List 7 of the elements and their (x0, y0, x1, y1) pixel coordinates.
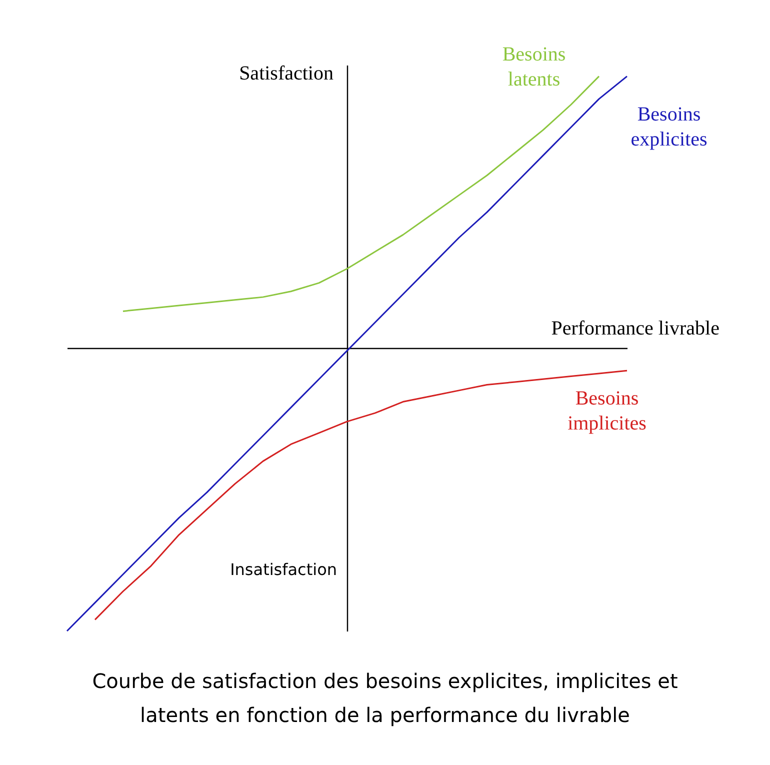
annotation: Insatisfaction (230, 560, 337, 579)
x-axis-title: Performance livrable (551, 318, 720, 340)
text: Courbe de satisfaction des besoins explicites, implicites et latents en fonction de la performance du livrable (91, 668, 679, 729)
y-axis-title: Satisfaction (239, 62, 334, 84)
series-label: Besoins explicites (630, 103, 708, 150)
series-label: Besoins latents (502, 43, 566, 90)
series-label: Besoins implicites (568, 388, 647, 435)
